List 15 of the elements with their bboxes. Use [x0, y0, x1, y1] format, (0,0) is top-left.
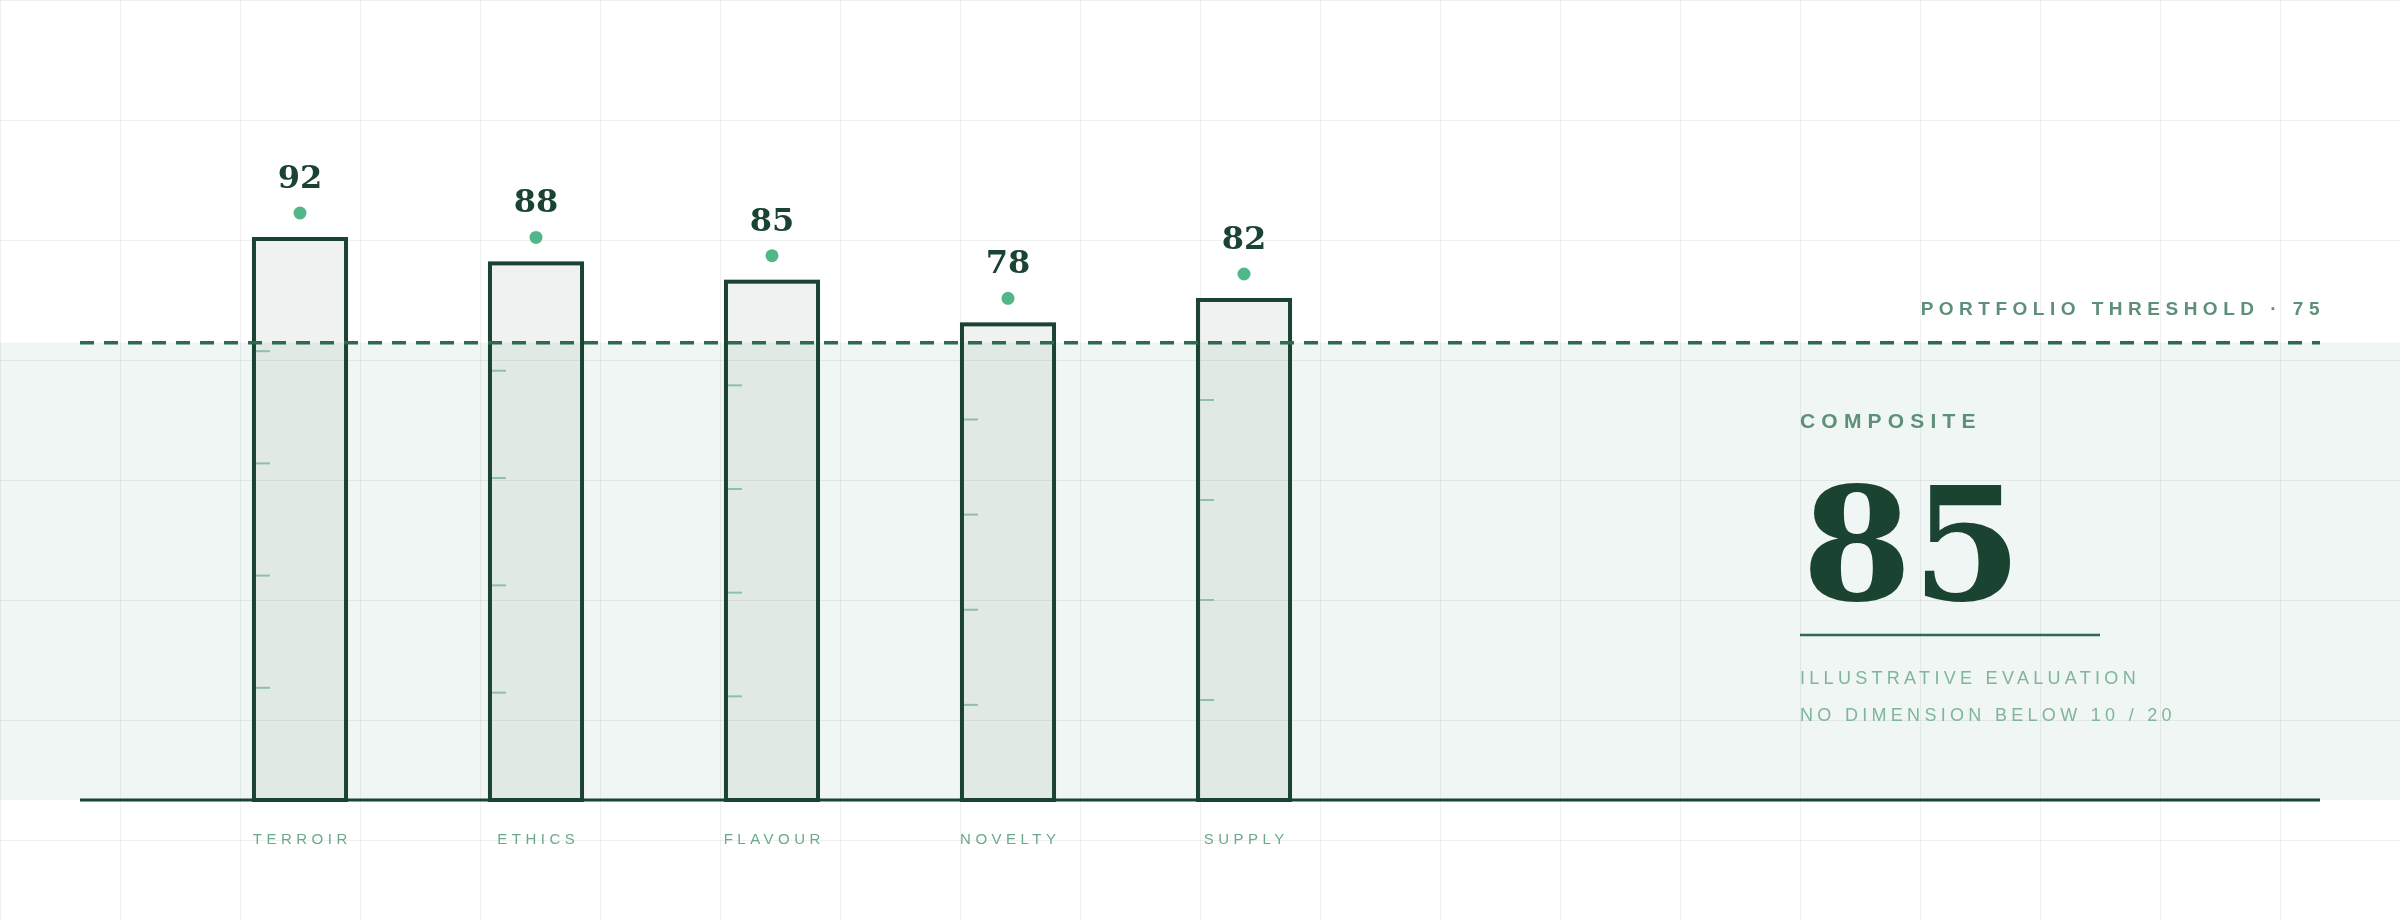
text: NO DIMENSION BELOW 10 / 20 [1800, 705, 2176, 725]
x-tick-label: NOVELTY [960, 830, 1061, 847]
data-label: 88 [513, 182, 559, 221]
data-label: 82 [1221, 218, 1267, 257]
data-label: 92 [277, 158, 323, 196]
data-label: 78 [985, 243, 1031, 282]
x-tick-label: TERROIR [252, 830, 352, 847]
text: ILLUSTRATIVE EVALUATION [1800, 668, 2140, 688]
ref-line-label: PORTFOLIO THRESHOLD · 75 [1920, 297, 2325, 319]
x-tick-label: SUPPLY [1203, 830, 1289, 847]
text: 85 [1802, 452, 2022, 637]
data-label: 85 [749, 200, 795, 239]
text: COMPOSITE [1800, 409, 1982, 432]
x-tick-label: FLAVOUR [723, 830, 825, 847]
x-tick-label: ETHICS [497, 830, 580, 847]
